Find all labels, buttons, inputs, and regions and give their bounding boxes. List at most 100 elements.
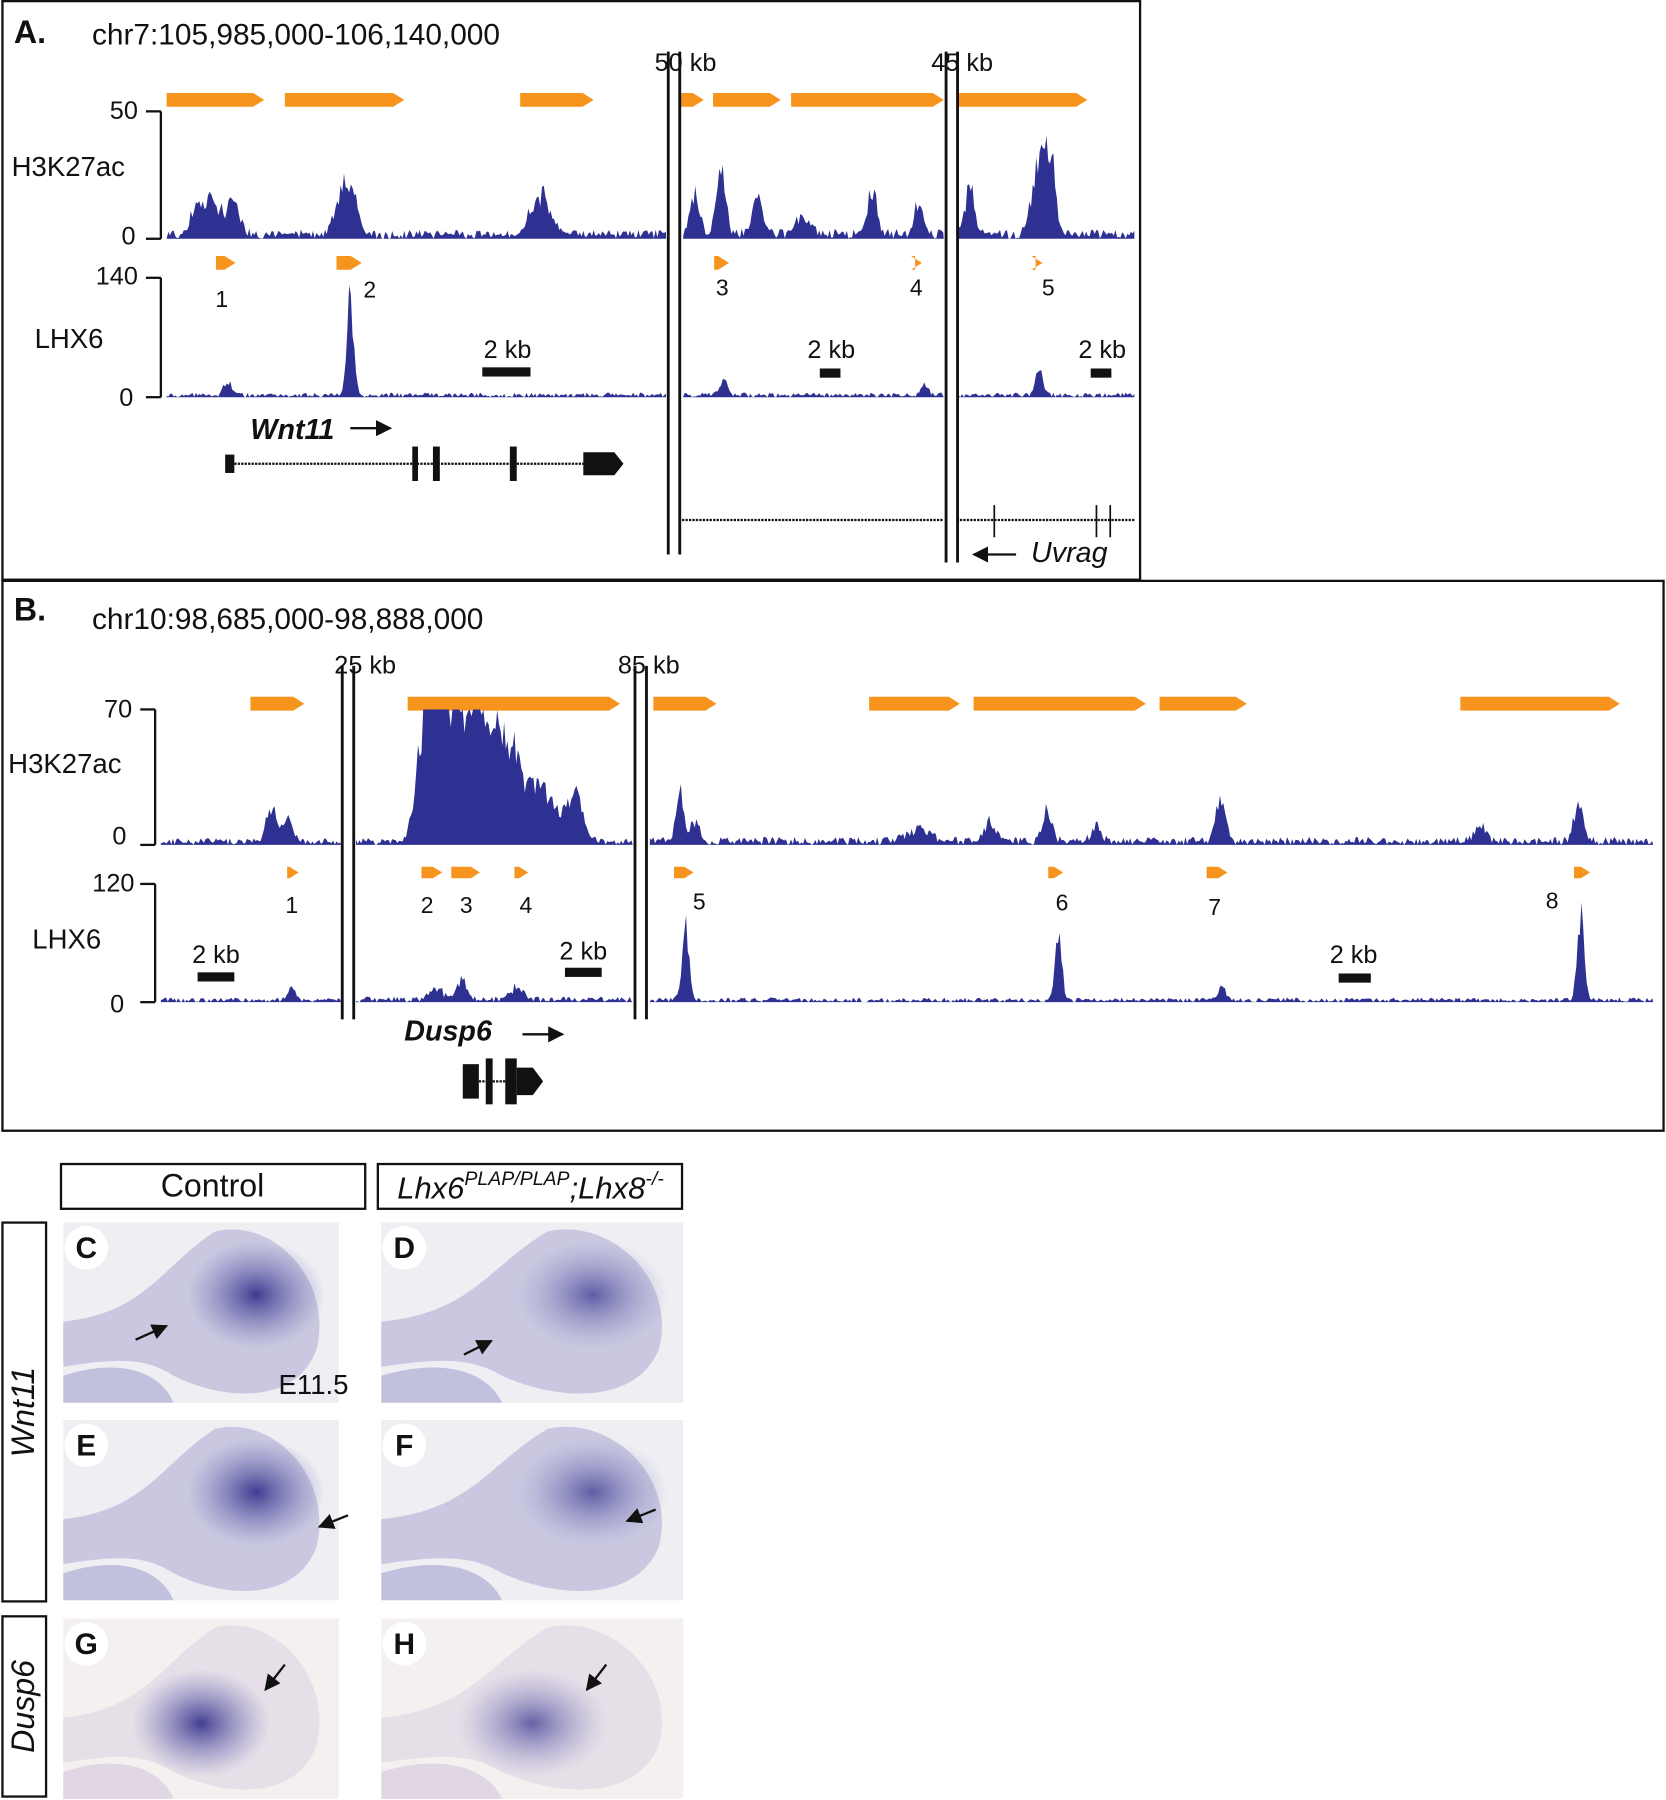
region-arrow <box>713 92 781 107</box>
break-label: 45 kb <box>931 49 993 77</box>
column-header <box>376 1162 684 1210</box>
region-arrow <box>1159 696 1247 711</box>
tick-label: 120 <box>92 870 134 898</box>
scale-bar <box>1090 368 1112 378</box>
panel-b-frame <box>1 579 1665 1132</box>
region-arrow <box>714 255 730 270</box>
region: chr10:98,685,000-98,888,000 <box>92 603 483 636</box>
region-arrow <box>166 92 265 107</box>
stain <box>517 1438 669 1547</box>
tissue <box>63 1564 174 1601</box>
gene-name: Wnt11 <box>250 414 334 446</box>
peak-label: 4 <box>520 892 533 918</box>
genotype-part: PLAP/PLAP <box>464 1168 569 1190</box>
letter-badge <box>382 1423 427 1468</box>
row-label: Wnt11 <box>5 1367 41 1457</box>
panel-letter: D <box>393 1232 415 1265</box>
tissue <box>381 1367 503 1403</box>
signal-track <box>683 379 944 398</box>
region-arrow <box>1048 866 1064 879</box>
panel-letter: F <box>395 1429 413 1462</box>
region-arrow <box>1574 866 1591 879</box>
signal-track <box>958 135 1135 239</box>
signal-track <box>160 986 342 1003</box>
tissue <box>381 1763 503 1799</box>
peak-label: 2 <box>421 892 434 918</box>
exon <box>505 1058 517 1105</box>
panel-a-frame <box>1 0 1142 581</box>
genotype-part: ;Lhx8 <box>570 1171 647 1206</box>
exon <box>516 1067 544 1096</box>
region-arrow <box>520 92 594 107</box>
region-arrow <box>869 696 960 711</box>
stain <box>456 1669 608 1778</box>
exon <box>509 446 517 481</box>
exon <box>412 446 419 481</box>
region-arrow <box>1206 866 1228 879</box>
row-header <box>1 1615 48 1798</box>
signal-track <box>649 783 1654 845</box>
row-label: Dusp6 <box>5 1660 41 1753</box>
region-arrow <box>451 866 481 879</box>
scale-bar <box>819 368 841 378</box>
region-arrow <box>1031 255 1043 270</box>
region: chr7:105,985,000-106,140,000 <box>92 19 500 52</box>
region-arrow <box>407 696 621 711</box>
column-label: Lhx6PLAP/PLAP;Lhx8-/- <box>397 1168 664 1205</box>
exon <box>485 1058 493 1105</box>
peak-label: 7 <box>1208 894 1221 920</box>
gene-name: Dusp6 <box>404 1016 493 1048</box>
panel-letter: C <box>75 1232 97 1265</box>
region-arrow <box>1460 696 1620 711</box>
genotype-part: Lhx6 <box>397 1171 465 1206</box>
letter-badge <box>382 1622 427 1666</box>
track-name: LHX6 <box>35 323 104 354</box>
scale-label: 2 kb <box>1078 336 1126 364</box>
peak-label: 3 <box>460 892 473 918</box>
row-header <box>1 1221 48 1603</box>
peak-label: 6 <box>1056 890 1069 916</box>
stain <box>187 1240 326 1349</box>
region-arrow <box>336 255 362 270</box>
tick-label: 0 <box>122 222 136 250</box>
column-label: Control <box>161 1168 265 1204</box>
region-arrow <box>973 696 1146 711</box>
peak-label: 5 <box>693 889 706 915</box>
letter-badge <box>64 1622 109 1666</box>
signal-track <box>356 975 633 1003</box>
region-arrow <box>653 696 717 711</box>
tick-label: 50 <box>110 97 138 125</box>
exon <box>225 454 235 473</box>
exon <box>583 452 624 476</box>
signal-track <box>958 370 1135 398</box>
gene-name: Uvrag <box>1031 537 1108 569</box>
region-arrow <box>514 866 529 879</box>
track-name: H3K27ac <box>8 748 122 779</box>
letter-badge <box>64 1226 109 1270</box>
region-arrow <box>910 255 922 270</box>
region-arrow <box>287 866 299 879</box>
peak-label: 4 <box>910 274 923 300</box>
column-header <box>59 1162 367 1210</box>
scale-label: 2 kb <box>1330 941 1378 969</box>
stain <box>187 1438 326 1547</box>
region-arrow <box>680 92 704 107</box>
signal-track <box>356 709 633 845</box>
annotation-arrow <box>585 1663 608 1692</box>
scale-label: 2 kb <box>807 336 855 364</box>
peak-label: 2 <box>363 277 376 303</box>
scale-bar <box>1338 973 1371 983</box>
region-arrow <box>958 92 1088 107</box>
tick-label: 140 <box>96 262 138 290</box>
panel-letter: E <box>76 1429 96 1462</box>
scale-label: 2 kb <box>484 336 532 364</box>
panel-label: B. <box>14 591 46 627</box>
peak-label: 1 <box>215 286 228 312</box>
peak-label: 8 <box>1546 887 1559 913</box>
annotation-arrow <box>135 1324 169 1341</box>
signal-track <box>683 164 944 239</box>
region-arrow <box>250 696 305 711</box>
tick-label: 0 <box>119 384 133 412</box>
peak-label: 5 <box>1042 274 1055 300</box>
